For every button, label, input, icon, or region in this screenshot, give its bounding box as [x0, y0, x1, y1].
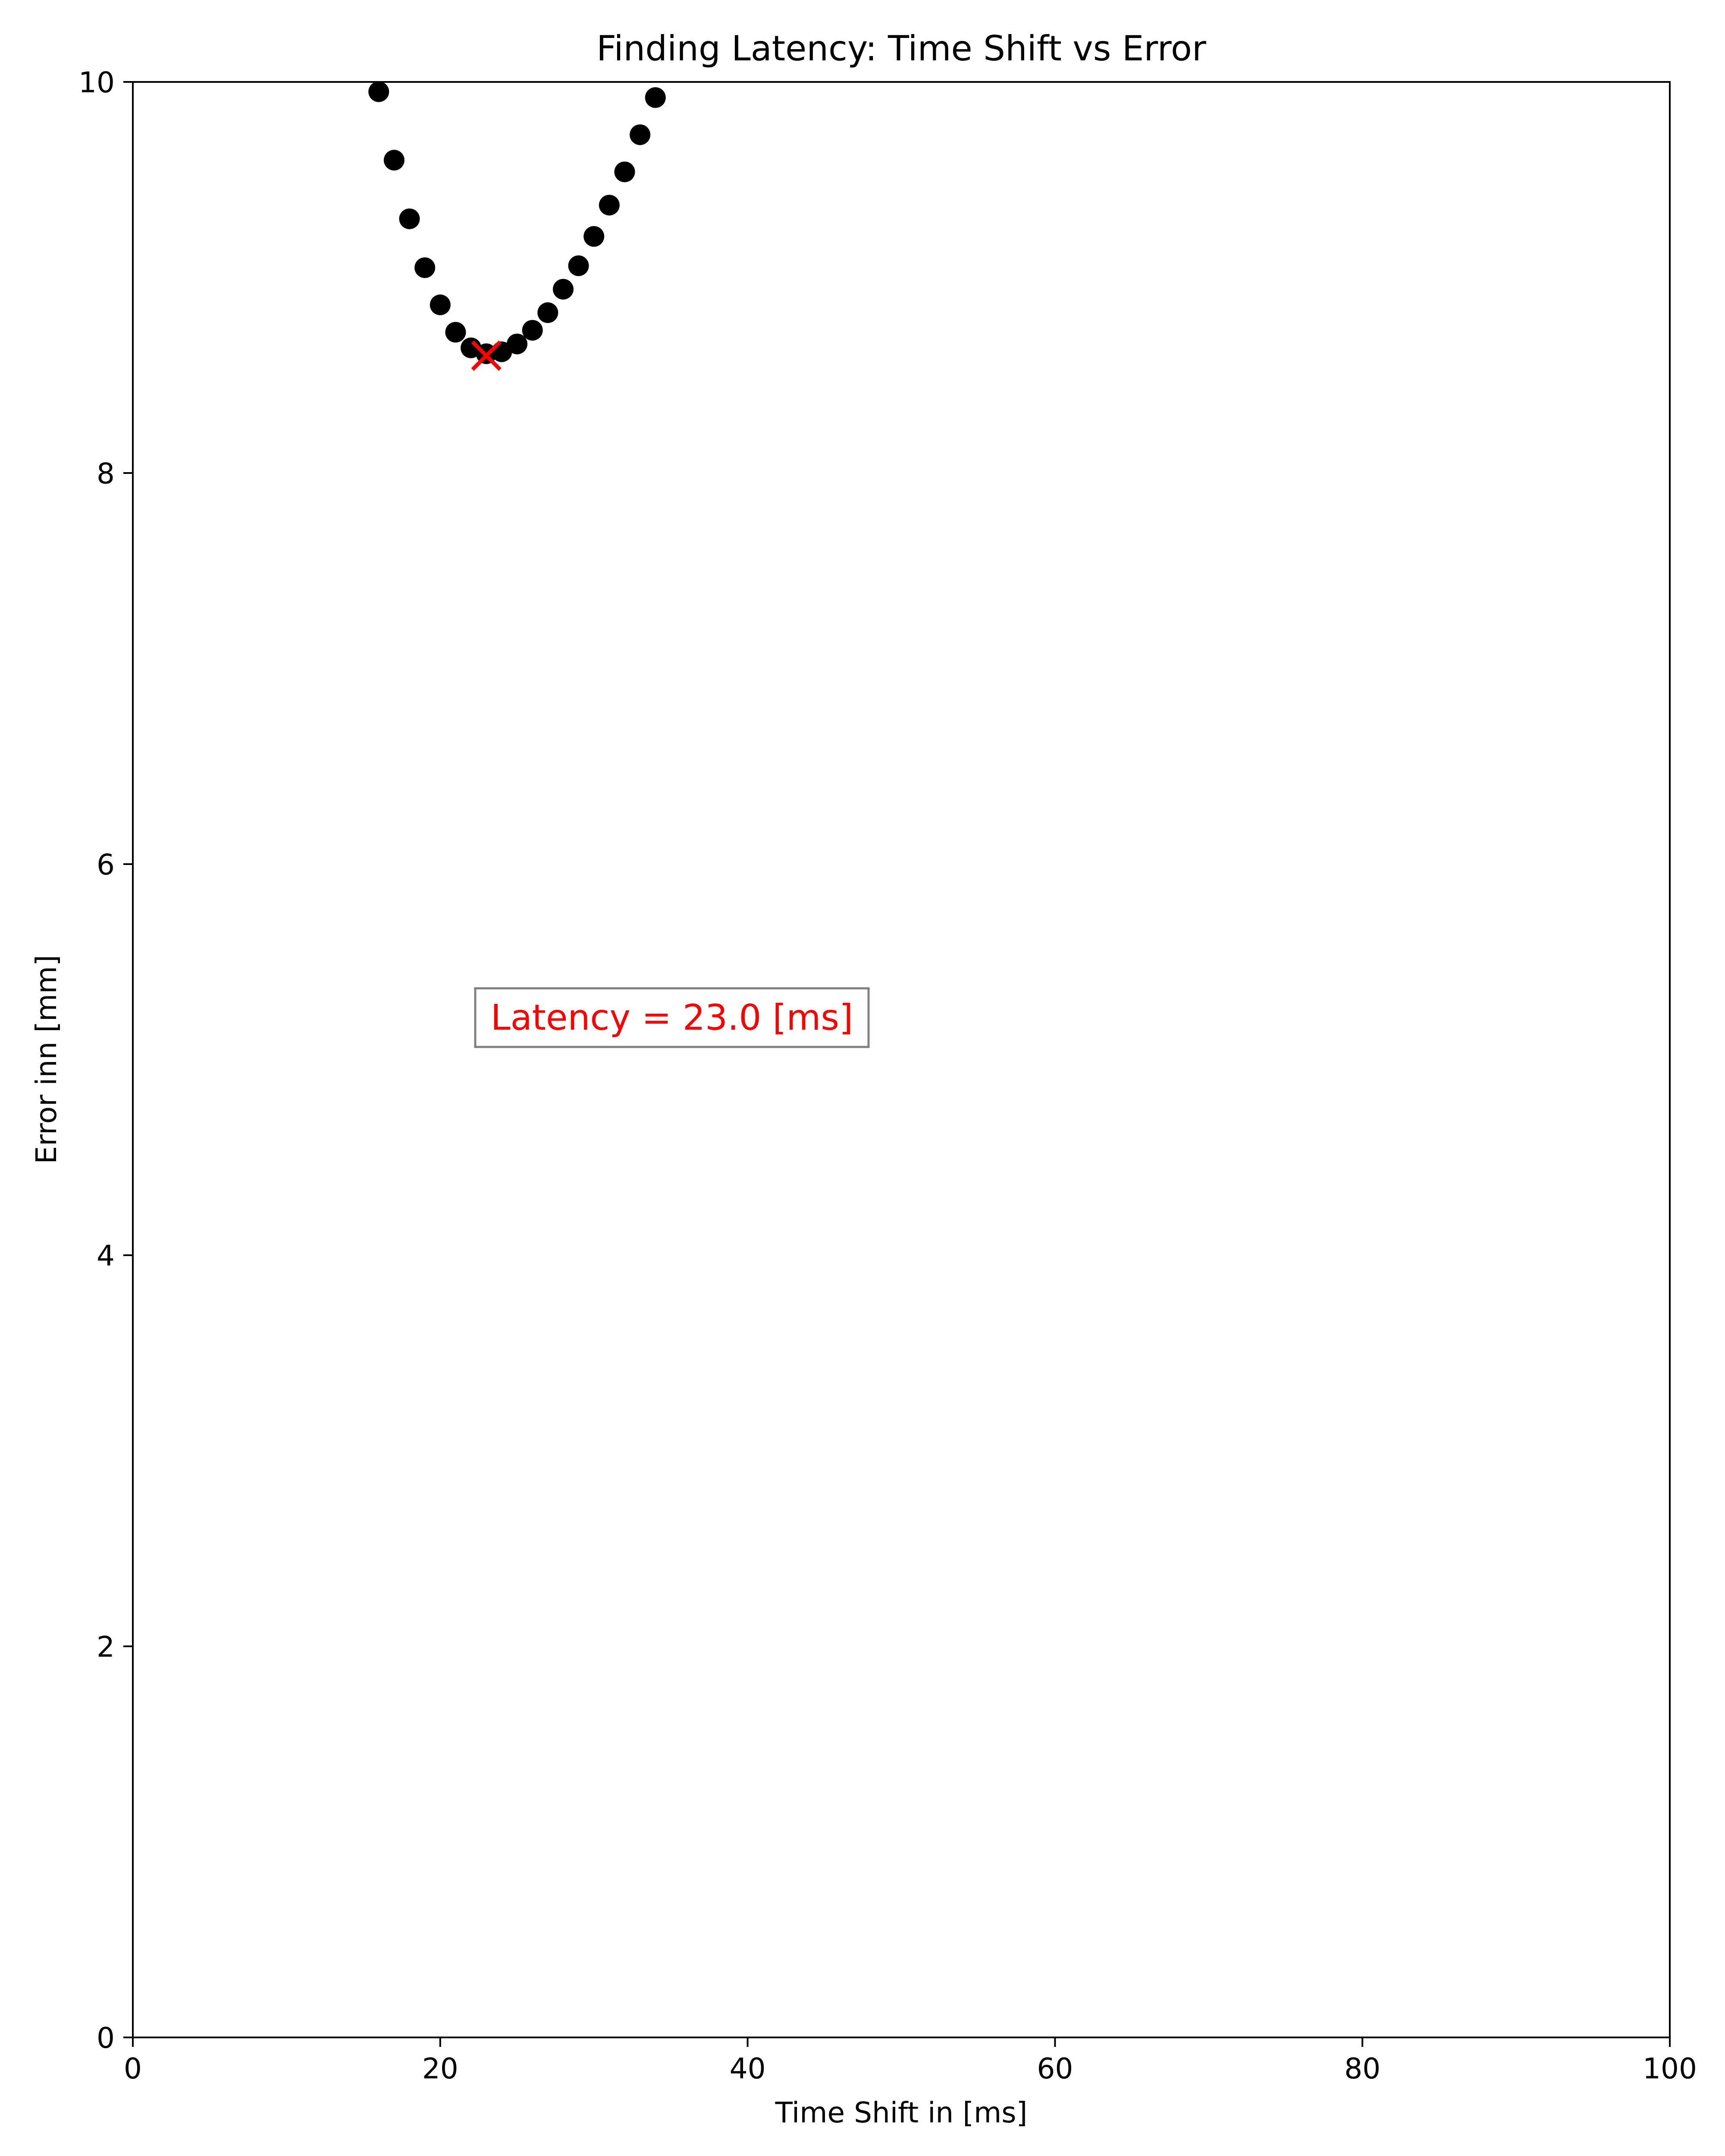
- scatter-point: [522, 320, 543, 341]
- x-tick-label: 80: [1344, 2052, 1380, 2085]
- scatter-point: [568, 255, 589, 276]
- x-axis-ticks: 0 20 40 60 80 100: [124, 2037, 1697, 2085]
- y-tick-label: 4: [97, 1239, 115, 1272]
- scatter-point: [630, 124, 651, 145]
- chart-title: Finding Latency: Time Shift vs Error: [596, 28, 1206, 69]
- y-tick-label: 10: [78, 66, 115, 99]
- scatter-point: [430, 294, 451, 315]
- scatter-point: [583, 226, 605, 247]
- x-axis-label: Time Shift in [ms]: [775, 2096, 1028, 2129]
- y-tick-label: 8: [97, 457, 115, 490]
- scatter-point: [537, 302, 558, 323]
- x-tick-label: 60: [1037, 2052, 1073, 2085]
- scatter-point: [599, 194, 620, 216]
- y-tick-label: 6: [97, 848, 115, 881]
- scatter-point: [614, 161, 635, 182]
- y-tick-label: 2: [97, 1630, 115, 1664]
- scatter-point: [368, 81, 389, 102]
- latency-annotation: Latency = 23.0 [ms]: [474, 987, 870, 1048]
- scatter-point: [399, 208, 420, 229]
- scatter-point: [445, 322, 466, 343]
- x-tick-label: 20: [422, 2052, 458, 2085]
- y-axis-ticks: 0 2 4 6 8 10: [78, 66, 133, 2055]
- scatter-point: [414, 257, 436, 278]
- annotation-box: [474, 987, 870, 1048]
- scatter-point: [552, 279, 574, 300]
- minimum-marker-layer: [471, 340, 502, 371]
- x-tick-label: 100: [1643, 2052, 1697, 2085]
- y-tick-label: 0: [97, 2021, 115, 2055]
- x-tick-label: 0: [124, 2052, 142, 2085]
- minimum-x-marker-stroke: [471, 340, 502, 371]
- y-axis-label: Error inn [mm]: [30, 955, 63, 1164]
- scatter-point: [645, 87, 666, 108]
- x-tick-label: 40: [730, 2052, 766, 2085]
- plot-area-frame: [132, 81, 1671, 2038]
- annotation-text: Latency = 23.0 [ms]: [491, 997, 853, 1038]
- scatter-point: [507, 333, 527, 354]
- scatter-point: [383, 150, 405, 171]
